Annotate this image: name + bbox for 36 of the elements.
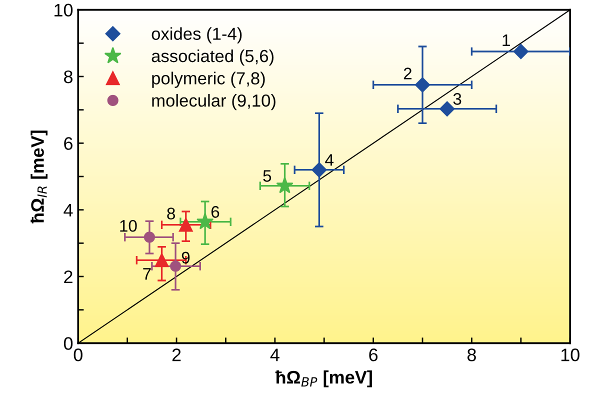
point (154, 253, 169, 268)
point (276, 176, 294, 194)
annotation: 8 (167, 208, 175, 220)
x-axis-title: ħΩ$_{BP}$ [meV] (275, 370, 372, 388)
annotation: 1 (502, 34, 510, 46)
y-tick-label: 6 (64, 137, 72, 150)
annotation: 4 (325, 154, 334, 166)
legend-label: molecular (9,10) (152, 94, 276, 110)
x-tick-label: 4 (270, 348, 280, 362)
point (178, 218, 193, 232)
annotation: 2 (404, 68, 412, 80)
annotation: 3 (453, 93, 462, 105)
point (144, 232, 156, 243)
x-tick-label: 2 (172, 348, 181, 362)
y-tick-label: 0 (64, 337, 73, 350)
legend-label: associated (5,6) (152, 49, 274, 66)
point (414, 77, 430, 92)
y-axis-title: ħΩ$_{IR}$ [meV] (30, 130, 48, 224)
legend-label: polymeric (7,8) (152, 72, 265, 88)
legend-label: oxides (1-4) (152, 27, 242, 44)
annotation: 7 (143, 268, 151, 280)
point (513, 44, 528, 60)
x-tick-label: 0 (74, 348, 82, 362)
x-tick-label: 10 (561, 348, 580, 362)
annotation: 6 (211, 206, 220, 218)
annotation: 5 (263, 170, 272, 182)
y-tick-label: 4 (64, 204, 73, 216)
point (170, 260, 182, 272)
annotation: 10 (120, 220, 137, 232)
y-tick-label: 2 (64, 270, 72, 284)
point (440, 101, 455, 116)
x-tick-label: 8 (467, 348, 476, 362)
x-tick-label: 6 (369, 348, 378, 362)
y-tick-label: 8 (64, 70, 72, 84)
y-tick-label: 10 (54, 4, 73, 17)
point (312, 162, 327, 178)
